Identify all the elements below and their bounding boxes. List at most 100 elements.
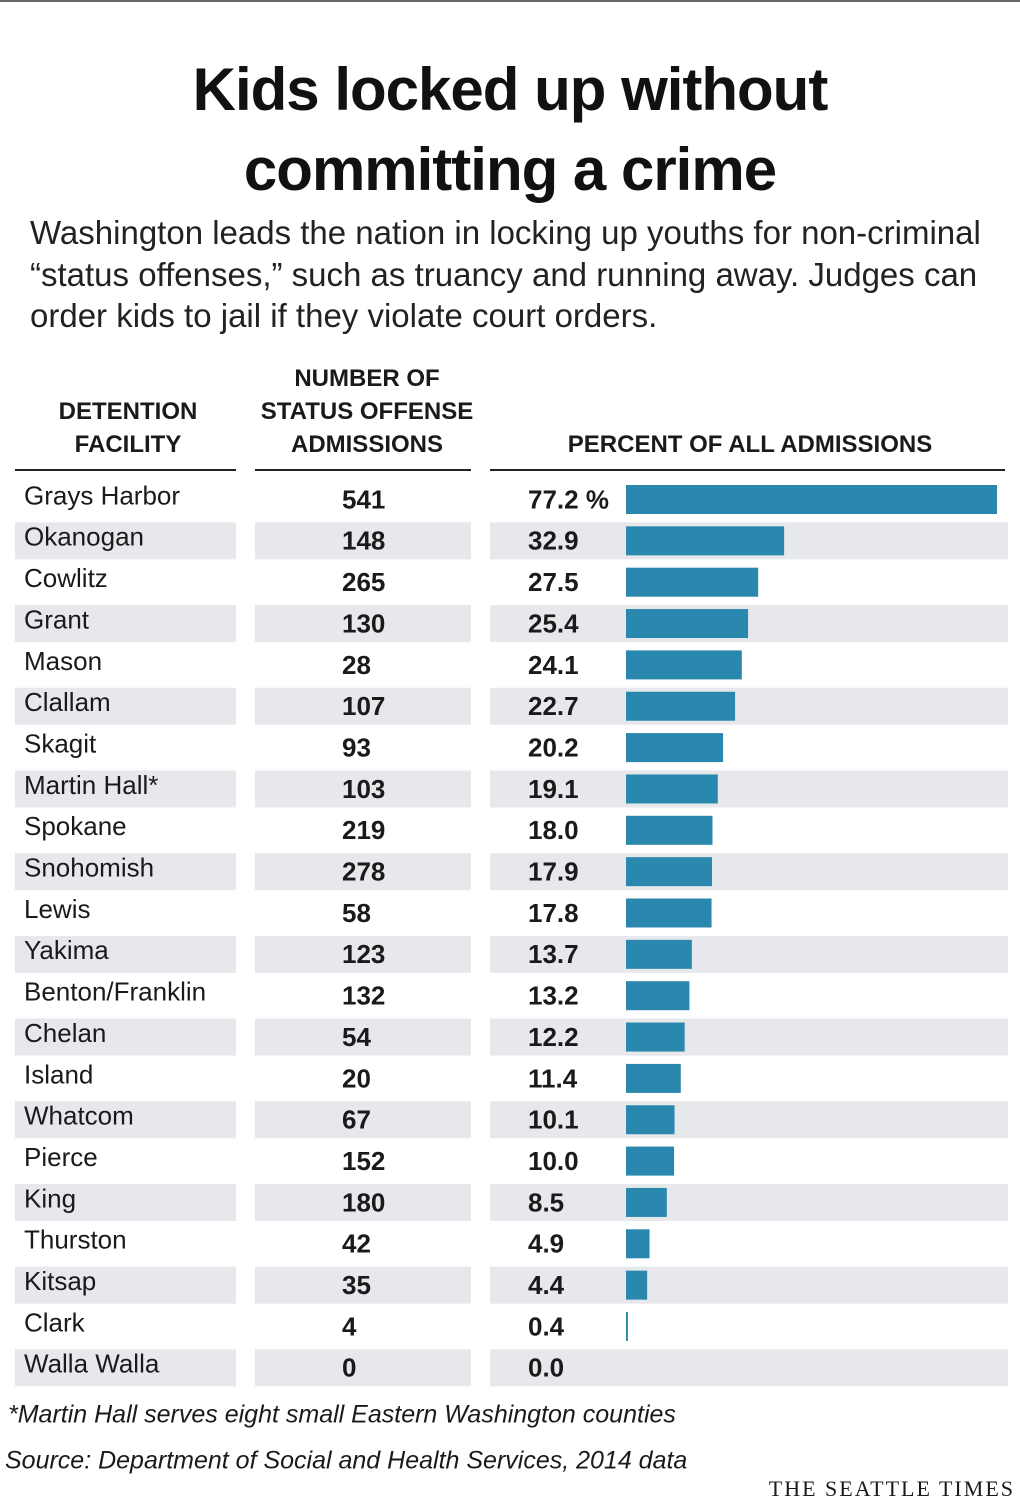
row-shade (15, 1266, 236, 1304)
row-shade (15, 687, 236, 725)
admissions: 20 (342, 1063, 371, 1093)
facility: Walla Walla (24, 1349, 160, 1379)
row-shade (255, 687, 471, 725)
bar (626, 1312, 628, 1341)
bar (626, 774, 718, 804)
row-shade (490, 770, 1008, 808)
facility: Benton/Franklin (24, 977, 206, 1007)
row-shade (255, 1183, 471, 1221)
bar (626, 733, 724, 763)
bar (626, 609, 749, 639)
percent-label: 12.2 (528, 1022, 579, 1052)
admissions: 123 (342, 939, 385, 969)
admissions: 0 (342, 1353, 356, 1383)
percent-label: 13.2 (528, 981, 579, 1011)
bar (626, 1229, 650, 1259)
bar (626, 526, 785, 556)
bar (626, 1063, 681, 1093)
percent-label: 19.1 (528, 774, 579, 804)
facility: Island (24, 1059, 93, 1089)
admissions: 148 (342, 526, 385, 556)
percent-label: 22.7 (528, 691, 579, 721)
facility: Skagit (24, 728, 97, 758)
admissions: 93 (342, 732, 371, 762)
admissions: 180 (342, 1187, 385, 1217)
facility: Thurston (24, 1225, 127, 1255)
row-shade (255, 1349, 471, 1387)
footnote: *Martin Hall serves eight small Eastern … (8, 1401, 676, 1429)
row-shade (15, 935, 236, 973)
percent-label: 0.0 (528, 1353, 564, 1383)
admissions: 278 (342, 857, 385, 887)
row-shade (15, 522, 236, 560)
row-shade (490, 853, 1008, 891)
facility: Lewis (24, 894, 90, 924)
row-shade (490, 1101, 1008, 1139)
percent-label: 4.9 (528, 1229, 564, 1259)
bar (626, 650, 742, 680)
admissions: 42 (342, 1229, 371, 1259)
row-shade (490, 1349, 1008, 1387)
admissions: 103 (342, 774, 385, 804)
row-shade (490, 687, 1008, 725)
row-shade (15, 605, 236, 643)
bar (626, 939, 692, 969)
percent-label: 10.1 (528, 1105, 579, 1135)
row-shade (255, 605, 471, 643)
bar (626, 567, 759, 597)
facility: Spokane (24, 811, 127, 841)
row-shade (15, 853, 236, 891)
admissions: 54 (342, 1022, 371, 1052)
row-shade (255, 1266, 471, 1304)
facility: Pierce (24, 1142, 98, 1172)
facility: Clallam (24, 687, 111, 717)
facility: Martin Hall* (24, 770, 158, 800)
percent-label: 25.4 (528, 608, 579, 638)
facility: Snohomish (24, 853, 154, 883)
percent-label: 17.9 (528, 857, 579, 887)
title: Kids locked up without committing a crim… (192, 56, 829, 203)
bar (626, 1270, 648, 1300)
facility: Mason (24, 646, 102, 676)
credit: THE SEATTLE TIMES (769, 1476, 1015, 1501)
percent-label: 18.0 (528, 815, 579, 845)
row-shade (490, 1183, 1008, 1221)
bar (626, 1146, 675, 1176)
facility: Cowlitz (24, 563, 108, 593)
percent-label: 24.1 (528, 650, 579, 680)
row-shade (490, 935, 1008, 973)
admissions: 35 (342, 1270, 371, 1300)
admissions: 132 (342, 981, 385, 1011)
bar (626, 1105, 675, 1135)
admissions: 28 (342, 650, 371, 680)
facility: Grant (24, 604, 90, 634)
row-shade (255, 1101, 471, 1139)
facility: Okanogan (24, 522, 144, 552)
facility: Chelan (24, 1018, 106, 1048)
percent-label: 77.2 % (528, 484, 609, 514)
row-shade (15, 1349, 236, 1387)
row-shade (15, 1183, 236, 1221)
admissions: 152 (342, 1146, 385, 1176)
facility: Grays Harbor (24, 480, 180, 510)
admissions: 107 (342, 691, 385, 721)
facility: Clark (24, 1307, 86, 1337)
row-shade (255, 522, 471, 560)
admissions: 67 (342, 1105, 371, 1135)
bar (626, 1187, 667, 1217)
row-shade (255, 935, 471, 973)
admissions: 219 (342, 815, 385, 845)
facility: King (24, 1183, 76, 1213)
percent-label: 0.4 (528, 1311, 565, 1341)
source: Source: Department of Social and Health … (5, 1447, 687, 1475)
row-shade (15, 1018, 236, 1056)
row-shade (255, 1018, 471, 1056)
column-header: NUMBER OF STATUS OFFENSE ADMISSIONS (261, 365, 473, 458)
bar (626, 898, 712, 928)
column-header: DETENTION FACILITY (59, 398, 198, 458)
subtitle: Washington leads the nation in locking u… (30, 214, 981, 334)
row-shade (490, 605, 1008, 643)
admissions: 58 (342, 898, 371, 928)
